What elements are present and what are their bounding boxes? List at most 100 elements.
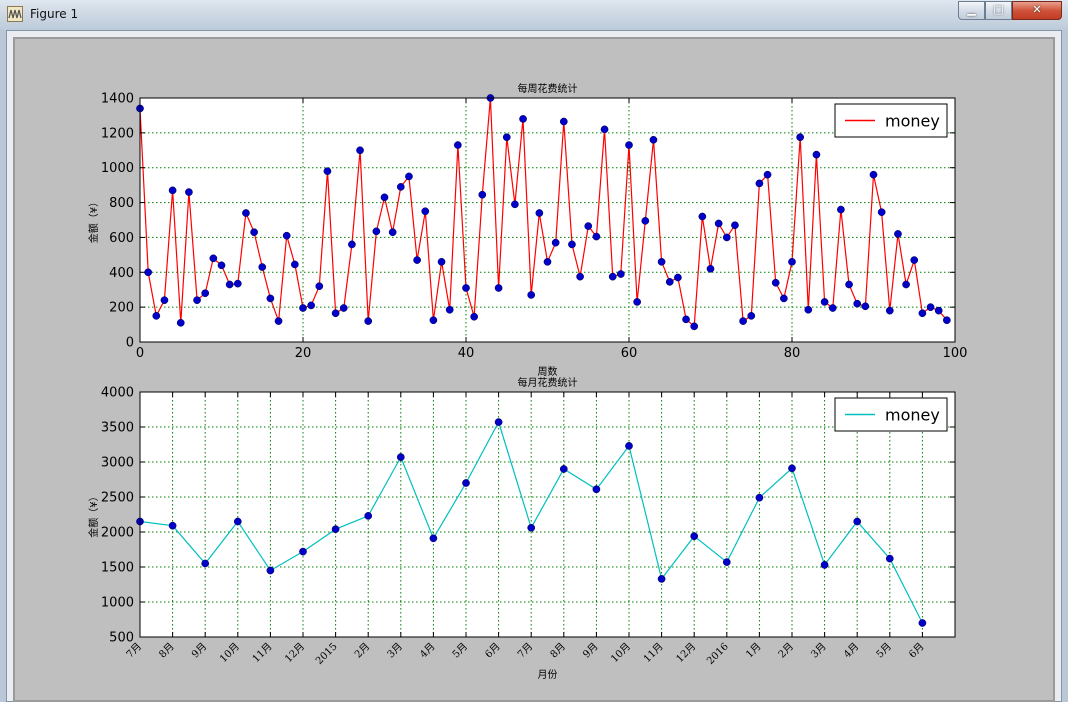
maximize-button[interactable]: □ [985,1,1012,20]
data-point [462,284,470,292]
data-point [682,315,690,324]
data-point [160,296,169,305]
x-category-label: 3月 [809,640,829,660]
x-category-label: 5月 [874,640,894,660]
x-category-label: 12月 [674,640,699,665]
x-tick-label: 20 [295,346,312,361]
data-point [152,312,161,320]
data-point [755,493,764,502]
x-category-label: 9月 [580,640,600,660]
legend: money [834,397,948,432]
close-button[interactable]: ✕ [1012,1,1062,20]
y-tick-label: 800 [109,196,134,211]
series-line-money [139,97,948,328]
data-point [454,141,462,149]
data-point [315,282,324,291]
data-point [559,117,568,126]
data-point [665,278,674,286]
data-point [372,227,381,236]
data-point [405,172,413,181]
data-point [380,193,389,202]
x-category-label: 11月 [641,640,666,665]
data-point [633,298,642,306]
data-point [356,146,364,155]
data-point [396,453,405,461]
data-point [722,233,731,242]
data-point [502,133,511,142]
data-point [600,125,609,134]
data-point [576,272,584,281]
data-point [722,558,731,566]
y-axis-label: 金额（¥） [87,491,100,537]
x-tick-label: 40 [458,346,475,361]
data-point [706,264,715,273]
data-point [217,261,226,270]
y-tick-label: 1000 [101,596,134,611]
x-category-label: 4月 [417,640,437,660]
data-point [274,317,283,325]
x-category-label: 1月 [743,640,763,660]
data-point [413,256,421,264]
x-category-label: 8月 [157,640,177,660]
data-point [559,465,568,473]
data-point [698,212,707,221]
data-point [755,179,764,188]
data-point [690,532,699,541]
close-icon: ✕ [1032,3,1042,16]
x-category-label: 3月 [385,640,405,660]
y-tick-label: 4000 [101,386,134,401]
data-point [608,272,617,281]
data-point [225,280,234,289]
data-point [388,228,397,237]
y-tick-label: 1200 [101,126,134,141]
y-axis-label: 金额（¥） [87,197,100,243]
data-point [551,238,560,247]
data-point [771,278,780,287]
x-category-label: 6月 [483,640,503,660]
data-point [201,289,210,298]
data-point [535,209,544,217]
plot-area [140,98,955,342]
data-point [543,257,552,266]
data-point [617,270,625,278]
data-point [299,304,307,312]
data-point [307,301,315,310]
x-category-label: 5月 [450,640,470,660]
window-titlebar[interactable]: Figure 1 ▁ □ ✕ [0,0,1068,30]
y-tick-label: 500 [109,631,134,646]
y-tick-label: 3500 [101,421,134,436]
data-point [364,317,373,325]
data-point [233,517,242,526]
x-category-label: 6月 [906,640,926,660]
data-point [788,257,796,266]
data-point [339,304,348,312]
data-point [747,312,756,320]
x-category-label: 9月 [189,640,209,660]
data-point [918,619,927,627]
axes-monthly: 500 1000 1500 2000 2500 3000 3500 4000 7月 8月 9月 10月… [87,376,956,681]
x-category-label: 10月 [609,640,634,665]
x-axis-label: 周数 [538,365,558,378]
y-tick-label: 0 [126,336,134,351]
data-point [478,190,487,199]
data-point [739,317,747,325]
data-point [820,561,829,569]
minimize-button[interactable]: ▁ [958,1,985,20]
data-point [918,309,927,318]
data-point [894,230,902,238]
data-point [690,322,699,331]
data-point [494,418,503,426]
data-point [201,559,210,568]
data-point [291,260,299,269]
data-point [869,170,878,179]
data-point [462,479,470,487]
data-point [763,170,772,179]
data-point [266,566,275,575]
y-tick-label: 1500 [101,561,134,576]
data-point [731,221,739,230]
x-category-label: 4月 [841,640,861,660]
data-point [788,464,796,473]
plot-area [140,392,955,637]
x-axis-label: 月份 [538,669,558,681]
